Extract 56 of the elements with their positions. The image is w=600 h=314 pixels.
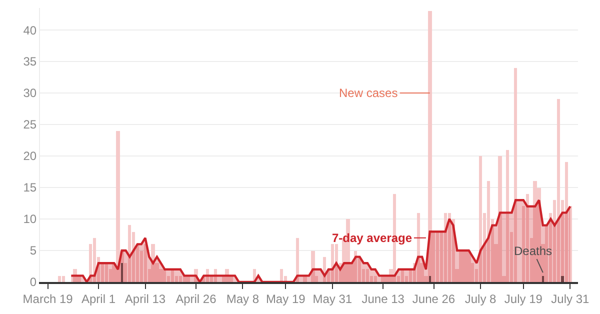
bar <box>514 68 517 282</box>
annotation: Deaths <box>514 244 552 258</box>
x-tick-label: May 8 <box>226 292 260 306</box>
bar <box>128 225 131 282</box>
y-tick-label: 20 <box>23 149 37 164</box>
y-tick-label: 0 <box>30 275 37 290</box>
x-tick-label: July 19 <box>504 292 543 306</box>
y-tick-label: 30 <box>23 86 37 100</box>
y-tick-label: 25 <box>23 118 37 132</box>
bar <box>374 276 377 282</box>
bar <box>467 251 471 282</box>
bar <box>448 213 451 282</box>
bar <box>561 276 564 282</box>
bar <box>296 238 299 282</box>
bar <box>366 269 369 282</box>
bar <box>487 181 490 282</box>
x-tick-label: July 8 <box>464 292 497 306</box>
y-tick-label: 35 <box>23 54 37 69</box>
x-tick-label: March 19 <box>22 292 74 306</box>
bar <box>58 276 61 282</box>
x-tick-label: June 13 <box>362 292 405 306</box>
bar <box>280 269 283 282</box>
bar <box>116 131 120 282</box>
bar <box>62 276 65 282</box>
x-tick-label: April 13 <box>124 292 166 306</box>
y-tick-label: 5 <box>30 244 37 258</box>
bar <box>429 276 431 282</box>
bar <box>565 162 568 282</box>
x-tick-label: April 1 <box>81 292 116 306</box>
bar <box>417 213 420 282</box>
bar <box>179 276 182 282</box>
bar <box>498 156 502 282</box>
bar <box>163 269 166 282</box>
bar <box>144 244 147 282</box>
bar <box>506 150 509 282</box>
y-tick-label: 40 <box>23 23 37 38</box>
bar <box>542 276 544 282</box>
bar <box>459 251 463 282</box>
x-tick-label: April 26 <box>176 292 217 306</box>
bar <box>444 213 447 282</box>
x-tick-label: May 31 <box>312 292 352 306</box>
bar <box>311 251 315 282</box>
annotation: New cases <box>339 86 398 100</box>
bar <box>121 263 123 282</box>
bar <box>331 244 334 282</box>
x-tick-label: May 19 <box>266 292 306 306</box>
y-tick-label: 15 <box>23 180 37 195</box>
bar <box>479 156 482 282</box>
annotation: 7-day average <box>332 231 412 245</box>
x-tick-label: June 26 <box>412 292 456 306</box>
bar <box>436 232 439 282</box>
bar <box>105 263 108 282</box>
x-tick-label: July 31 <box>551 292 590 306</box>
y-tick-label: 10 <box>23 212 37 226</box>
bar <box>557 99 560 282</box>
bar <box>428 11 432 282</box>
